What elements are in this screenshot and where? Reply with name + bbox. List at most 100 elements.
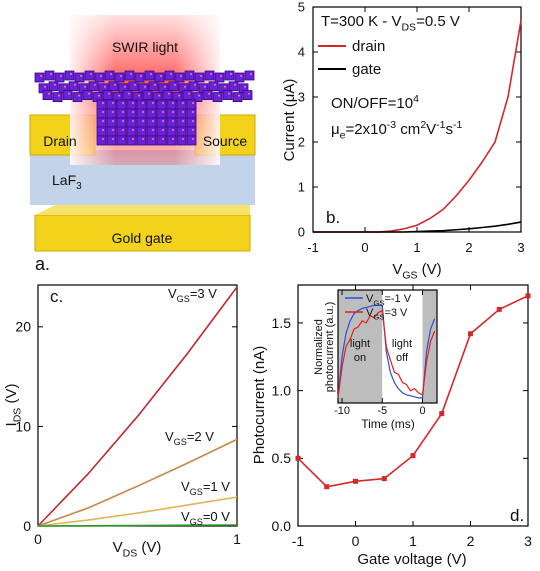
nanocrystal: [68, 81, 79, 92]
data-line: [37, 286, 238, 527]
nanocrystal-dot: [132, 120, 134, 122]
nanocrystal: [176, 117, 187, 128]
text-part: cm: [396, 121, 420, 138]
text-part: V: [168, 286, 177, 301]
nanocrystal-dot: [124, 85, 126, 88]
text-part: =0 V: [203, 509, 230, 524]
nanocrystal: [126, 99, 137, 110]
nanocrystal-dot: [60, 75, 62, 77]
x-tick-label: 0: [361, 240, 368, 255]
x-axis-label: VGS (V): [392, 261, 441, 282]
nanocrystal-dot: [150, 73, 152, 75]
nanocrystal-dot: [130, 73, 132, 75]
nanocrystal-dot: [188, 92, 190, 95]
y-tick-label: 20: [15, 319, 31, 335]
nanocrystal-dot: [58, 94, 60, 97]
nanocrystal-dot: [100, 75, 102, 77]
nanocrystal: [186, 126, 197, 137]
nanocrystal: [228, 81, 239, 92]
nanocrystal: [224, 70, 235, 81]
text-part: GS: [190, 517, 203, 527]
nanocrystal-dot: [192, 120, 194, 122]
nanocrystal-dot: [132, 138, 134, 140]
panel-label: a.: [35, 254, 50, 274]
nanocrystal-dot: [178, 94, 180, 97]
nanocrystal-dot: [158, 94, 160, 97]
nanocrystal-dot: [168, 92, 170, 95]
x-tick-label: 1: [413, 240, 420, 255]
nanocrystal-dot: [248, 92, 250, 95]
nanocrystal-dot: [160, 75, 162, 77]
nanocrystal-dot: [132, 111, 134, 113]
legend-label: VGS=-1 V: [366, 293, 412, 307]
x-tick-label: 2: [467, 533, 475, 549]
nanocrystal: [232, 92, 243, 102]
nanocrystal: [102, 90, 113, 100]
nanocrystal-dot: [152, 120, 154, 122]
nanocrystal: [124, 70, 135, 81]
nanocrystal-dot: [40, 75, 42, 77]
nanocrystal: [156, 135, 167, 146]
y-tick-label: 1.5: [272, 315, 292, 331]
nanocrystal: [146, 108, 157, 119]
nanocrystal: [188, 81, 199, 92]
text-part: V: [181, 479, 190, 494]
nanocrystal: [222, 90, 233, 100]
nanocrystal-dot: [98, 94, 100, 97]
text-part: GS: [373, 298, 384, 307]
nanocrystal-dot: [154, 83, 156, 86]
x-tick-label: 2: [465, 240, 472, 255]
nanocrystal: [186, 108, 197, 119]
text-part: DS: [401, 22, 416, 34]
nanocrystal-dot: [48, 92, 50, 95]
text-part: =3 V: [384, 307, 408, 319]
plot-frame: [312, 6, 522, 233]
nanocrystal: [234, 72, 245, 83]
nanocrystal-dot: [88, 92, 90, 95]
nanocrystal-dot: [164, 85, 166, 88]
text-part: DS: [12, 408, 24, 423]
text-part: 2: [420, 119, 426, 131]
x-axis-label: Time (ms): [361, 417, 415, 431]
nanocrystal: [166, 108, 177, 119]
nanocrystal-dot: [214, 83, 216, 86]
nanocrystal: [128, 81, 139, 92]
light-on-region: [338, 290, 383, 403]
nanocrystal-dot: [152, 111, 154, 113]
data-point: [353, 478, 358, 484]
nanocrystal: [156, 99, 167, 110]
y-axis-label: Normalized: [313, 319, 325, 375]
nanocrystal: [108, 81, 119, 92]
text-part: =0.5 V: [416, 13, 460, 30]
data-point: [468, 331, 473, 337]
nanocrystal-dot: [90, 73, 92, 75]
nanocrystal: [136, 126, 147, 137]
nanocrystal: [164, 70, 175, 81]
text-part: V: [181, 509, 190, 524]
nanocrystal: [186, 99, 197, 110]
nanocrystal-dot: [122, 111, 124, 113]
nanocrystal-dot: [162, 111, 164, 113]
nanocrystal-dot: [152, 102, 154, 104]
drain-label: Drain: [43, 133, 76, 149]
x-tick-label: 3: [524, 533, 532, 549]
nanocrystal-dot: [182, 111, 184, 113]
nanocrystal: [136, 99, 147, 110]
data-line: [337, 309, 436, 398]
annotation: T=300 K - VDS=0.5 V: [321, 13, 460, 34]
nanocrystal-dot: [102, 111, 104, 113]
nanocrystal: [64, 70, 75, 81]
annotation: ON/OFF=104: [331, 93, 419, 112]
nanocrystal: [204, 70, 215, 81]
series-label: VGS=2 V: [165, 429, 214, 447]
x-axis-label: Gate voltage (V): [357, 551, 466, 568]
nanocrystal-dot: [148, 92, 150, 95]
text-part: -1: [453, 119, 462, 131]
text-part: μ: [331, 121, 340, 138]
nanocrystal-dot: [218, 94, 220, 97]
nanocrystal-dot: [144, 85, 146, 88]
nanocrystal: [114, 72, 125, 83]
nanocrystal-dot: [172, 120, 174, 122]
nanocrystal-dot: [102, 138, 104, 140]
nanocrystal-dot: [210, 73, 212, 75]
